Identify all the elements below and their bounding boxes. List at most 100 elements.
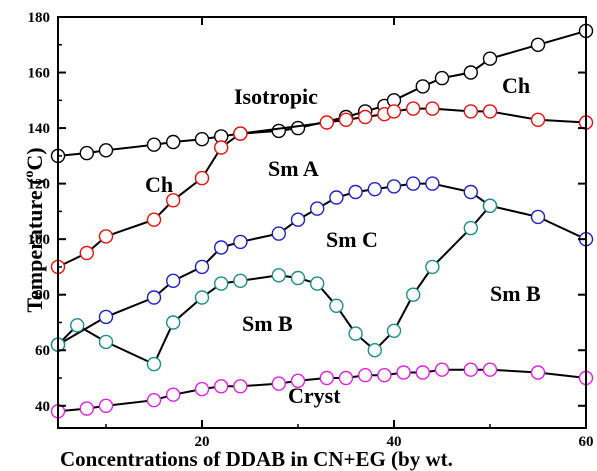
series-4-point — [213, 379, 229, 394]
series-4-point — [338, 370, 354, 386]
series-1-point — [79, 245, 95, 261]
region-label-cryst: Cryst — [288, 383, 341, 408]
series-4-point — [319, 370, 334, 386]
series-2 — [50, 176, 594, 352]
series-4-point — [482, 362, 498, 377]
series-3-point — [98, 334, 114, 350]
series-1-point — [98, 229, 114, 244]
series-3-point — [482, 198, 498, 214]
x-tick-label: 40 — [387, 434, 402, 450]
series-0-point — [165, 134, 181, 150]
series-3-point — [271, 268, 286, 283]
series-0-point — [290, 120, 306, 136]
series-0-point — [79, 145, 95, 161]
series-3-point — [310, 276, 325, 291]
series-4-point — [98, 398, 114, 413]
axes: 40 60 80 100 120 140 160 180 20 40 60 — [28, 10, 594, 450]
plot-area — [50, 23, 594, 419]
series-1-line — [57, 107, 587, 268]
region-label-sm-b-left: Sm B — [242, 311, 293, 336]
series-0-point — [463, 65, 478, 80]
series-2-point — [146, 290, 162, 305]
series-3-point — [463, 220, 478, 236]
y-axis-title-unit: C) — [22, 147, 47, 170]
series-0-point — [530, 37, 546, 52]
series-1-point — [358, 109, 373, 125]
region-label-sm-b-right: Sm B — [490, 281, 541, 306]
series-3-point — [290, 270, 306, 286]
y-tick-label: 40 — [35, 399, 50, 415]
series-1-point — [482, 104, 498, 119]
series-1-point — [146, 212, 162, 227]
series-2-point — [406, 176, 421, 191]
series-3-point — [165, 315, 181, 330]
series-0-point — [98, 143, 114, 158]
series-3-point — [425, 259, 440, 275]
y-axis-title-superscript: o — [22, 171, 37, 178]
series-2-point — [290, 212, 306, 227]
series-3-point — [233, 273, 248, 288]
series-2-point — [98, 309, 114, 325]
series-4 — [50, 362, 594, 419]
series-3-point — [348, 326, 363, 341]
series-2-point — [348, 184, 363, 200]
series-2-point — [329, 190, 344, 205]
series-4-point — [233, 379, 248, 394]
series-0-point — [271, 123, 286, 139]
series-4-point — [146, 393, 162, 408]
series-0-point — [146, 137, 162, 152]
y-tick-label: 120 — [28, 177, 51, 193]
series-1-point — [406, 101, 421, 116]
x-axis-title: Concentrations of DDAB in CN+EG (by wt. — [60, 447, 453, 471]
series-4-point — [415, 365, 430, 380]
series-4-point — [358, 368, 373, 383]
y-axis-title: Temperature (oC) — [22, 147, 47, 312]
series-4-point — [271, 376, 286, 391]
y-tick-label: 160 — [28, 66, 51, 82]
y-tick-label: 60 — [35, 343, 50, 359]
series-4-point — [79, 401, 95, 416]
series-1-point — [319, 115, 334, 130]
region-label-sm-a: Sm A — [268, 156, 319, 181]
series-2-point — [194, 259, 210, 275]
y-tick-label: 140 — [28, 121, 51, 137]
region-label-ch-left: Ch — [145, 172, 173, 197]
series-1-point — [530, 112, 546, 128]
series-2-point — [165, 273, 181, 288]
series-2-point — [233, 234, 248, 250]
series-3-point — [194, 290, 210, 305]
y-axis-title-main: Temperature ( — [22, 178, 47, 313]
series-1 — [50, 101, 594, 275]
series-2-point — [425, 176, 440, 191]
series-3 — [50, 198, 498, 372]
series-3-point — [406, 287, 421, 302]
y-tick-label: 80 — [35, 288, 50, 304]
series-4-point — [530, 365, 546, 380]
region-labels: Isotropic Ch Ch Sm A Sm C Sm B Sm B Crys… — [145, 73, 541, 408]
series-4-point — [434, 362, 450, 377]
region-label-isotropic: Isotropic — [234, 84, 318, 109]
series-1-point — [213, 140, 229, 155]
plot-frame — [57, 16, 587, 429]
series-3-point — [386, 323, 402, 338]
series-2-point — [213, 240, 229, 255]
series-1-point — [425, 101, 440, 116]
region-label-sm-c: Sm C — [326, 227, 378, 252]
series-4-point — [290, 373, 306, 388]
series-1-point — [338, 112, 354, 128]
y-tick-label: 180 — [28, 10, 51, 26]
series-2-point — [530, 209, 546, 225]
y-tick-label: 100 — [28, 232, 51, 248]
series-2-point — [463, 184, 478, 200]
series-1-point — [463, 104, 478, 119]
series-1-point — [194, 170, 210, 186]
series-3-point — [329, 298, 344, 313]
series-0-point — [482, 51, 498, 66]
series-2-point — [367, 181, 382, 197]
series-2-point — [271, 226, 286, 241]
series-3-point — [69, 318, 85, 333]
series-2-point — [310, 201, 325, 216]
series-0-point — [415, 79, 430, 94]
series-1-point — [165, 193, 181, 208]
series-4-point — [194, 381, 210, 397]
